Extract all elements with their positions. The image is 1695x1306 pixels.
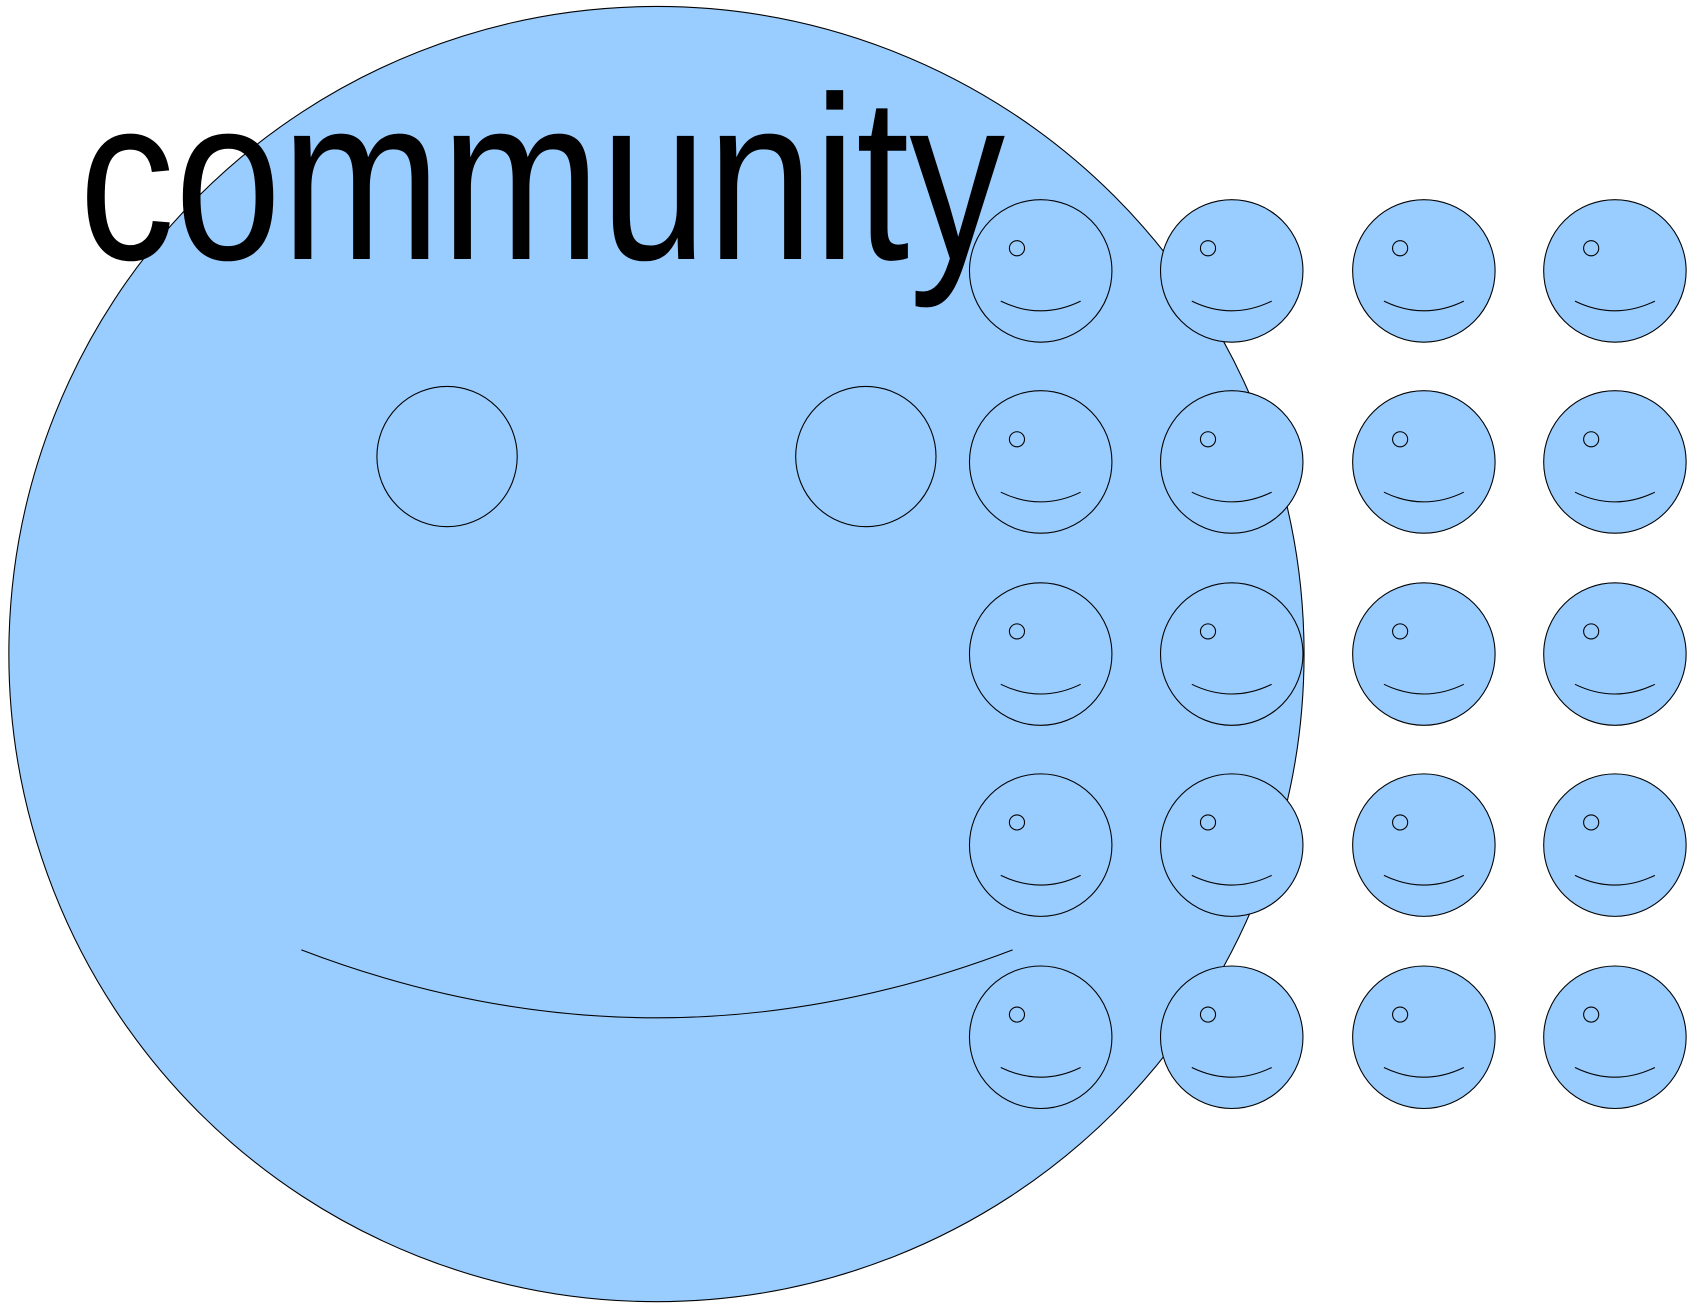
small-smile bbox=[1191, 1066, 1272, 1078]
small-face bbox=[968, 390, 1113, 534]
small-eye bbox=[1199, 431, 1217, 448]
small-smile bbox=[1000, 1066, 1081, 1078]
small-eye bbox=[1008, 240, 1026, 257]
small-eye bbox=[1583, 240, 1600, 257]
small-smile bbox=[1383, 300, 1465, 312]
small-eye bbox=[1008, 814, 1026, 831]
small-face bbox=[1543, 390, 1687, 534]
small-face bbox=[1543, 965, 1687, 1110]
big-eye bbox=[376, 385, 518, 528]
small-face bbox=[1159, 390, 1304, 534]
small-face bbox=[1352, 773, 1496, 917]
small-eye bbox=[1008, 1006, 1026, 1023]
small-smile bbox=[1191, 874, 1272, 886]
small-smile bbox=[1000, 683, 1081, 695]
small-eye bbox=[1392, 1006, 1409, 1023]
small-face bbox=[968, 199, 1113, 343]
small-eye bbox=[1583, 431, 1600, 448]
big-eye bbox=[795, 385, 937, 528]
small-eye bbox=[1583, 623, 1600, 640]
small-eye bbox=[1392, 623, 1409, 640]
small-face bbox=[1352, 965, 1496, 1110]
small-face bbox=[968, 582, 1113, 726]
small-smile bbox=[1383, 1066, 1465, 1078]
small-eye bbox=[1583, 814, 1600, 831]
small-face bbox=[1352, 582, 1496, 726]
small-eye bbox=[1392, 431, 1409, 448]
small-eye bbox=[1008, 431, 1026, 448]
small-face bbox=[1543, 582, 1687, 726]
small-smile bbox=[1574, 874, 1656, 886]
small-face bbox=[1159, 965, 1304, 1110]
small-eye bbox=[1583, 1006, 1600, 1023]
small-eye bbox=[1199, 240, 1217, 257]
small-eye bbox=[1008, 623, 1026, 640]
small-smile bbox=[1000, 491, 1081, 503]
small-smile bbox=[1383, 874, 1465, 886]
small-eye bbox=[1392, 240, 1409, 257]
small-smile bbox=[1191, 300, 1272, 312]
small-face bbox=[1543, 199, 1687, 343]
small-smile bbox=[1574, 491, 1656, 503]
small-eye bbox=[1199, 1006, 1217, 1023]
small-eye bbox=[1199, 814, 1217, 831]
title: community bbox=[79, 49, 1005, 309]
big-smile bbox=[301, 949, 1013, 1019]
small-smile bbox=[1574, 300, 1656, 312]
small-smile bbox=[1383, 683, 1465, 695]
small-face bbox=[968, 965, 1113, 1110]
small-smile bbox=[1574, 683, 1656, 695]
small-eye bbox=[1392, 814, 1409, 831]
small-smile bbox=[1574, 1066, 1656, 1078]
small-faces bbox=[968, 199, 1687, 1110]
big-face bbox=[8, 5, 1305, 1303]
small-face bbox=[1159, 199, 1304, 343]
small-face bbox=[968, 773, 1113, 917]
small-smile bbox=[1191, 683, 1272, 695]
small-smile bbox=[1000, 300, 1081, 312]
small-face bbox=[1543, 773, 1687, 917]
small-face bbox=[1352, 199, 1496, 343]
small-eye bbox=[1199, 623, 1217, 640]
small-smile bbox=[1383, 491, 1465, 503]
small-face bbox=[1352, 390, 1496, 534]
small-smile bbox=[1191, 491, 1272, 503]
small-smile bbox=[1000, 874, 1081, 886]
small-face bbox=[1159, 582, 1304, 726]
small-face bbox=[1159, 773, 1304, 917]
